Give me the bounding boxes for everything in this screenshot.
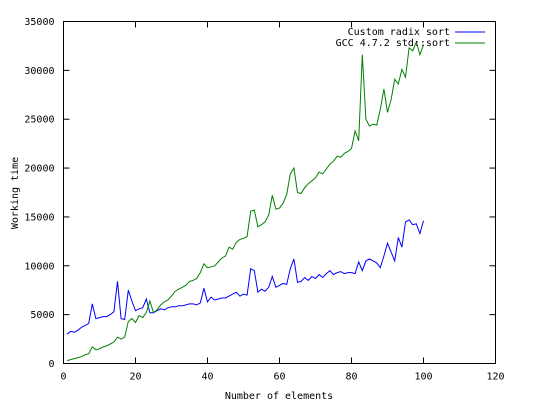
plot-frame [63,21,496,364]
x-tick-label: 20 [129,372,141,383]
legend: Custom radix sort GCC 4.7.2 std::sort [336,27,485,49]
x-tick-label: 120 [486,372,504,383]
legend-label-gcc: GCC 4.7.2 std::sort [336,38,450,49]
series-lines [66,40,424,362]
y-tick-label: 30000 [24,66,54,77]
series-line-radix [66,219,424,335]
x-tick-labels: 0 20 40 60 80 100 120 [60,372,504,383]
y-axis-label: Working time [10,157,21,229]
x-tick-label: 100 [414,372,432,383]
y-tick-label: 35000 [24,17,54,28]
x-tick-label: 80 [345,372,357,383]
x-axis-label: Number of elements [225,391,333,402]
series-line-gcc [66,40,424,362]
y-tick-label: 15000 [24,212,54,223]
y-tick-label: 0 [48,359,54,370]
legend-label-radix: Custom radix sort [348,27,450,38]
x-tick-label: 40 [201,372,213,383]
x-tick-label: 60 [273,372,285,383]
y-tick-labels: 0 5000 10000 15000 20000 25000 30000 35000 [24,17,54,370]
ticks [63,21,496,364]
x-tick-label: 0 [60,372,66,383]
y-tick-label: 10000 [24,261,54,272]
y-tick-label: 5000 [30,310,54,321]
y-tick-label: 20000 [24,164,54,175]
y-tick-label: 25000 [24,115,54,126]
